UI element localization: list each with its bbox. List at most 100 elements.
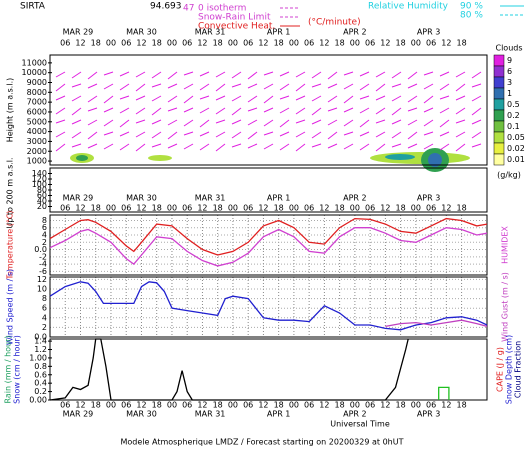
x-tick-label: 00 [167, 204, 177, 213]
x-tick-label: 06 [304, 204, 314, 213]
colorbar-label: 0.2 [507, 111, 520, 120]
wind-arrow [375, 131, 386, 138]
x-tick-label: 00 [411, 204, 421, 213]
x-tick-label: 12 [197, 401, 207, 410]
y-tick-label: 2 [42, 323, 47, 332]
wind-arrow [375, 143, 386, 152]
wind-arrow [343, 107, 354, 113]
axis-label: Snow (cm / hour) [13, 335, 22, 404]
y-tick-label: 10000 [22, 68, 47, 77]
wind-arrow [215, 119, 226, 124]
wind-arrow [71, 71, 82, 79]
colorbar-label: 0.05 [507, 133, 525, 142]
wind-arrow [471, 71, 482, 79]
wind-arrow [295, 131, 306, 138]
x-tick-label: 18 [213, 204, 223, 213]
wind-arrow [279, 71, 290, 77]
y-tick-label: 12 [37, 275, 47, 284]
wind-arrow [151, 107, 162, 116]
wind-arrow [215, 83, 226, 92]
wind-arrow [135, 71, 146, 78]
y-tick-label: 8000 [27, 88, 47, 97]
wind-arrow [455, 131, 466, 138]
wind-arrow [391, 71, 402, 79]
wind-arrow [471, 119, 482, 125]
x-tick-label: 06 [243, 401, 253, 410]
wind-arrow [279, 83, 290, 91]
x-tick-label: 06 [182, 401, 192, 410]
y-tick-label: 8 [42, 294, 47, 303]
wind-arrow [311, 143, 322, 148]
wind-arrow [311, 119, 322, 125]
axis-label: Up to 200 m a.s.l. [6, 157, 15, 228]
wind-arrow [55, 95, 66, 101]
x-tick-label: 18 [456, 39, 466, 48]
wind-arrow [359, 71, 370, 77]
wind-arrow [231, 131, 242, 139]
x-tick-label: 12 [319, 204, 329, 213]
x-tick-label: 06 [365, 401, 375, 410]
x-tick-label: 18 [396, 401, 406, 410]
x-tick-label: 12 [380, 39, 390, 48]
x-tick-label: 06 [426, 401, 436, 410]
x-tick-label: 12 [258, 204, 268, 213]
x-tick-label: 18 [152, 401, 162, 410]
wind-arrow [359, 83, 370, 91]
wind-arrow [87, 143, 98, 149]
x-tick-label: 06 [60, 204, 70, 213]
wind-arrow [215, 95, 226, 101]
wind-arrow [391, 83, 402, 88]
rh-level: 80 % [460, 11, 483, 21]
y-tick-label: 9000 [27, 78, 47, 87]
wind-arrow [471, 95, 482, 102]
x-tick-label: 18 [91, 204, 101, 213]
wind-arrow [151, 95, 162, 102]
wind-arrow [247, 131, 258, 140]
colorbar-label: 0.02 [507, 144, 525, 153]
wind-arrow [231, 107, 242, 116]
wind-arrow [471, 83, 482, 88]
wind-arrow [119, 95, 130, 100]
panel-frame [49, 338, 488, 401]
x-tick-label: 12 [319, 39, 329, 48]
wind-arrow [119, 131, 130, 137]
x-tick-label: 00 [167, 401, 177, 410]
colorbar-swatch [493, 120, 505, 133]
wind-arrow [471, 131, 482, 139]
colorbar-label: 9 [507, 56, 512, 65]
wind-arrow [311, 71, 322, 79]
wind-arrow [439, 95, 450, 100]
x-tick-label: 12 [441, 39, 451, 48]
wind-arrow [103, 83, 114, 90]
wind-arrow [247, 143, 258, 149]
day-label: APR 3 [417, 194, 441, 203]
wind-arrow [471, 143, 482, 148]
y-tick-label: 20 [37, 202, 47, 211]
x-tick-label: 06 [121, 401, 131, 410]
wind-arrow [359, 95, 370, 100]
y-tick-label: 4000 [27, 127, 47, 136]
x-tick-label: 18 [91, 39, 101, 48]
wind-arrow [55, 83, 66, 92]
wind-arrow [151, 131, 162, 139]
x-tick-label: 00 [411, 39, 421, 48]
y-tick-label: 0.0 [34, 333, 47, 342]
wind-arrow [167, 107, 178, 112]
x-tick-label: 06 [426, 204, 436, 213]
colorbar-label: 6 [507, 67, 512, 76]
x-tick-label: 18 [274, 39, 284, 48]
x-tick-label: 18 [335, 39, 345, 48]
series-line [49, 227, 488, 267]
wind-arrow [263, 83, 274, 90]
wind-arrow [183, 71, 194, 76]
wind-arrow [119, 143, 130, 151]
wind-arrow [119, 83, 130, 91]
wind-arrow [359, 107, 370, 114]
day-label: APR 2 [343, 410, 367, 419]
wind-arrow [343, 95, 354, 104]
x-tick-label: 12 [136, 39, 146, 48]
wind-arrow [375, 95, 386, 101]
wind-arrow [263, 95, 274, 104]
colorbar-unit: (g/kg) [497, 171, 521, 180]
wind-arrow [183, 143, 194, 150]
